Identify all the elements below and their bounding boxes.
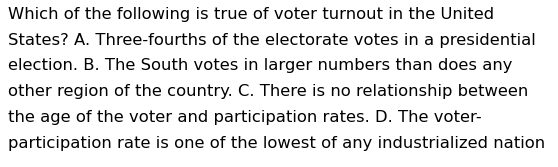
Text: election. B. The South votes in larger numbers than does any: election. B. The South votes in larger n… (8, 58, 512, 73)
Text: States? A. Three-fourths of the electorate votes in a presidential: States? A. Three-fourths of the electora… (8, 33, 536, 48)
Text: the age of the voter and participation rates. D. The voter-: the age of the voter and participation r… (8, 110, 482, 125)
Text: Which of the following is true of voter turnout in the United: Which of the following is true of voter … (8, 7, 494, 22)
Text: other region of the country. C. There is no relationship between: other region of the country. C. There is… (8, 84, 528, 99)
Text: participation rate is one of the lowest of any industrialized nation: participation rate is one of the lowest … (8, 136, 545, 151)
